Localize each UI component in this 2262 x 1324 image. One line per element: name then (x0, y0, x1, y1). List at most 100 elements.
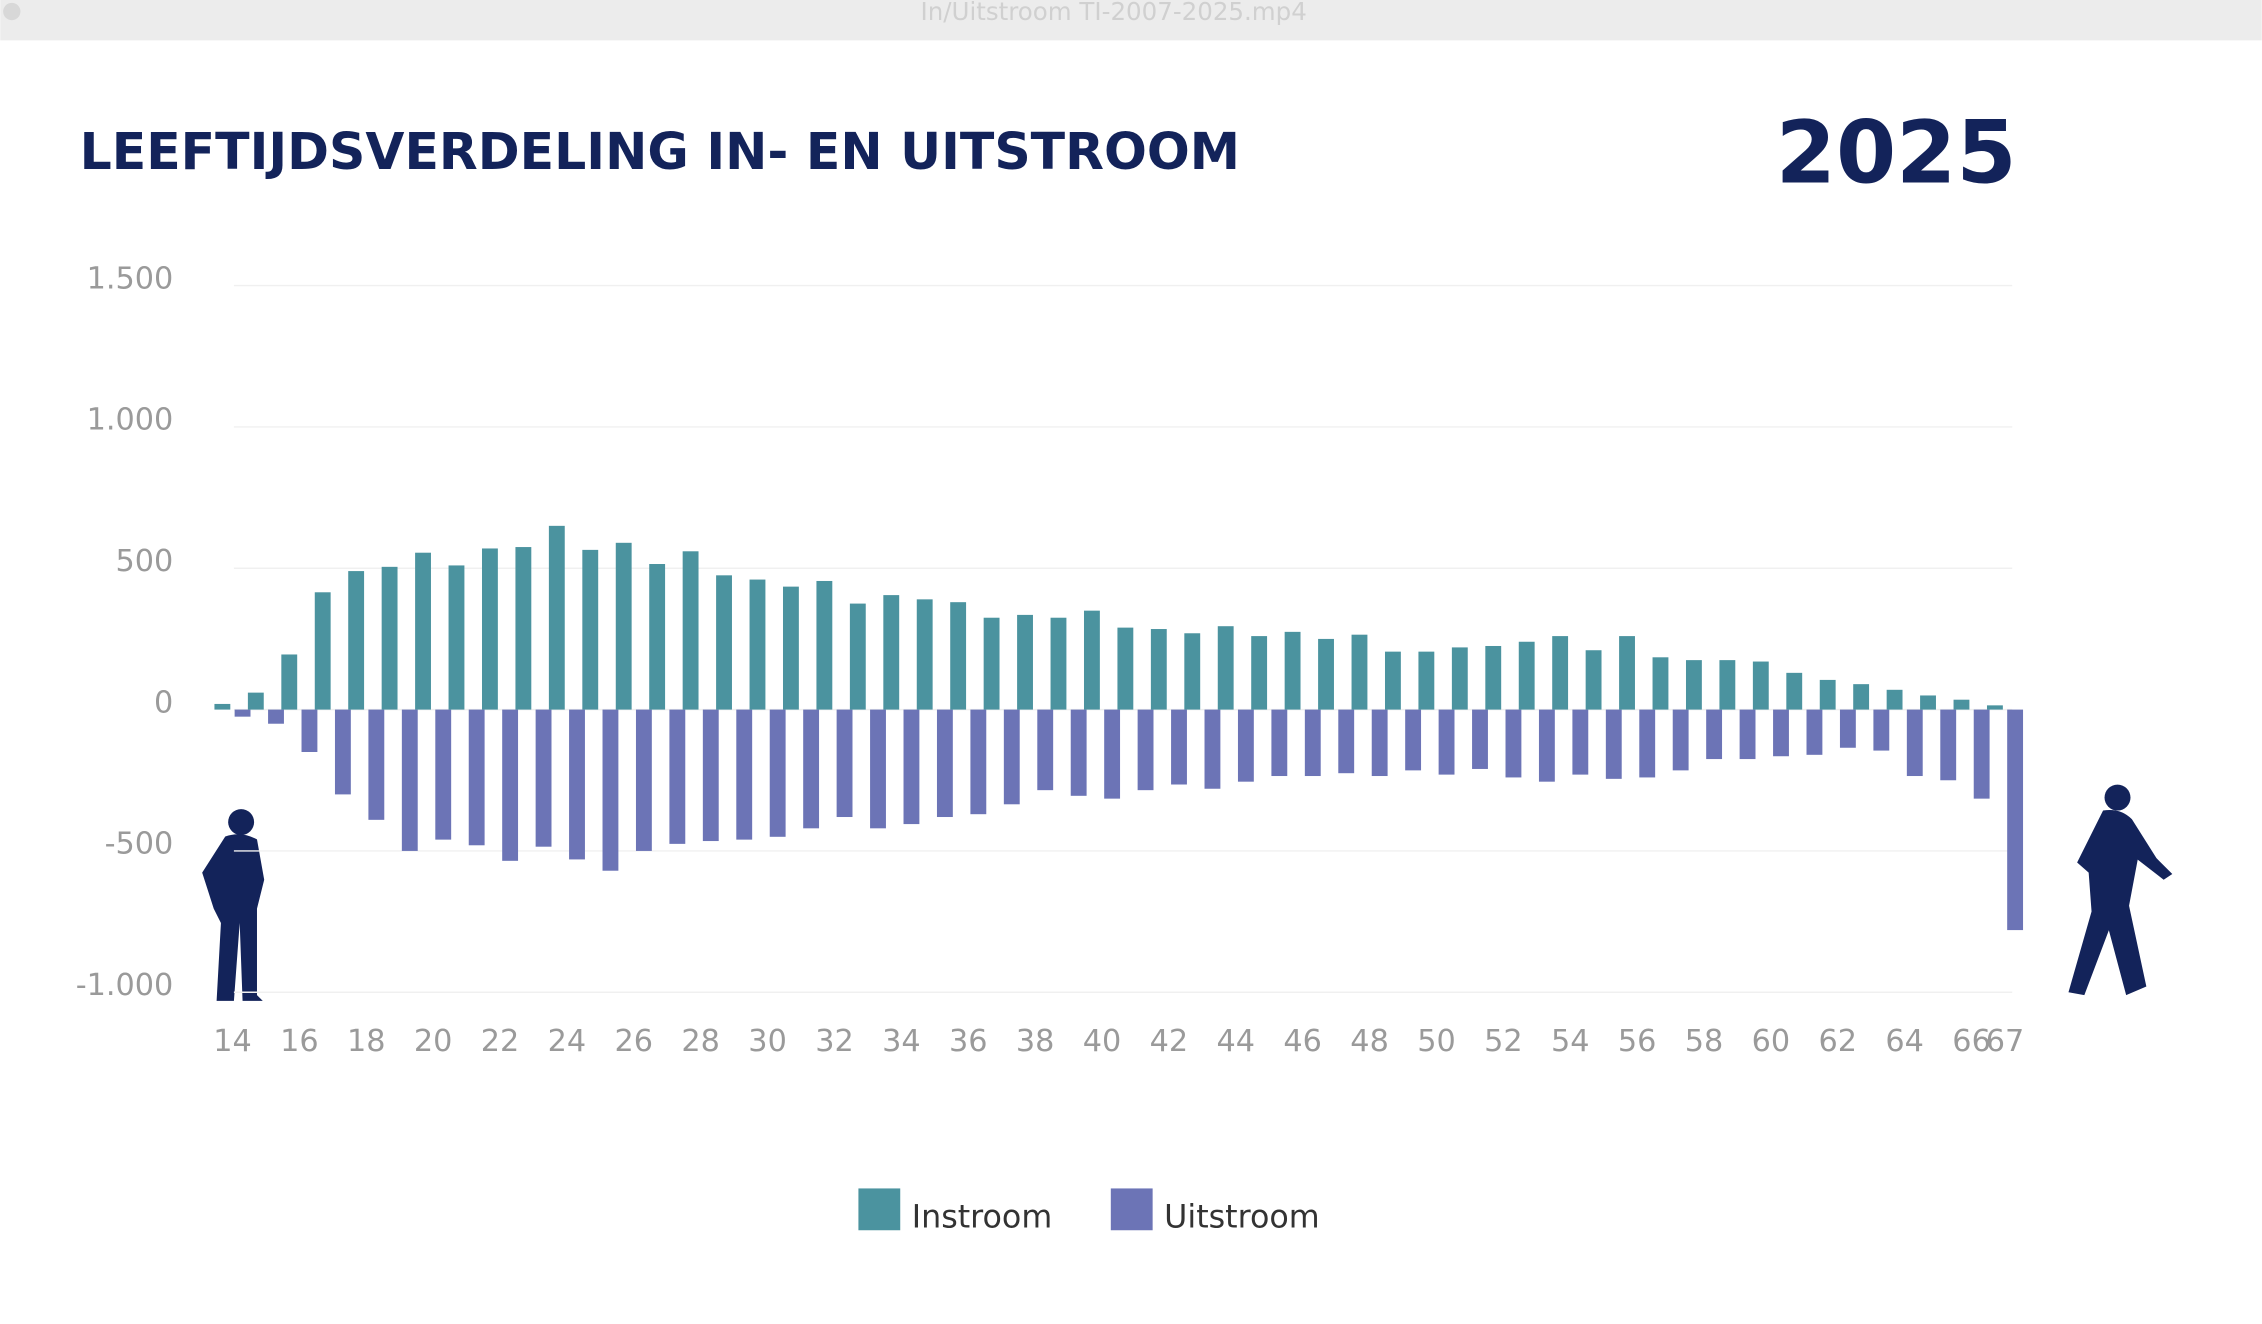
bar (268, 709, 284, 724)
bar (1605, 709, 1622, 779)
bar (334, 709, 351, 795)
x-tick-label: 26 (615, 1024, 654, 1059)
bar (1920, 695, 1936, 710)
bar (1853, 684, 1870, 710)
bar (702, 709, 719, 842)
bar (1037, 709, 1054, 791)
x-tick-label: 42 (1150, 1024, 1189, 1059)
bar (1739, 709, 1756, 760)
legend-swatch (1110, 1188, 1153, 1231)
bar (870, 709, 886, 829)
bar (682, 551, 699, 710)
bar (368, 709, 385, 820)
bar (1217, 626, 1234, 710)
bar (1070, 709, 1087, 796)
bar (1873, 709, 1890, 751)
bar (1672, 709, 1689, 771)
bar (1117, 627, 1134, 710)
bar (736, 709, 753, 840)
bar (936, 709, 953, 818)
bar (816, 580, 833, 710)
bar (281, 654, 298, 710)
bar (247, 692, 264, 710)
bar (234, 709, 251, 717)
bar (1050, 617, 1067, 710)
bar (1652, 657, 1669, 710)
bar (348, 571, 365, 710)
bar (1940, 709, 1957, 781)
x-tick-label: 52 (1484, 1024, 1523, 1059)
bar (1538, 709, 1555, 782)
bar (1886, 689, 1903, 710)
bar (1552, 636, 1569, 710)
bar (1819, 679, 1836, 710)
bar (769, 709, 786, 837)
x-tick-label: 24 (548, 1024, 587, 1059)
bar (1505, 709, 1522, 778)
bar (1706, 709, 1723, 760)
bar (1685, 660, 1702, 710)
bar (1171, 709, 1187, 785)
y-tick-label: -500 (105, 827, 174, 862)
window-button[interactable] (3, 2, 21, 21)
x-tick-label: 58 (1685, 1024, 1724, 1059)
x-tick-label: 18 (347, 1024, 386, 1059)
x-tick-label: 30 (748, 1024, 787, 1059)
chart-title: LEEFTIJDSVERDELING IN- EN UITSTROOM (80, 122, 1240, 181)
x-tick-label: 32 (815, 1024, 854, 1059)
bar (1318, 638, 1334, 710)
person-walking (2068, 784, 2173, 996)
bar (468, 709, 485, 846)
x-tick-label: 38 (1016, 1024, 1055, 1059)
x-tick-label: 46 (1283, 1024, 1322, 1059)
y-tick-label: 0 (154, 685, 173, 720)
bar (1371, 709, 1388, 777)
bar (1518, 641, 1535, 710)
y-tick-label: 500 (116, 544, 174, 579)
bar (1017, 614, 1033, 710)
bar (849, 603, 866, 710)
bar (1083, 610, 1100, 710)
bar (649, 564, 666, 710)
x-tick-label: 60 (1752, 1024, 1791, 1059)
bar (301, 709, 318, 752)
bar (1639, 709, 1656, 778)
x-tick-label: 22 (481, 1024, 520, 1059)
bar (1585, 650, 1602, 710)
bar (435, 709, 452, 840)
x-tick-label: 20 (414, 1024, 453, 1059)
window-title: In/Uitstroom TI-2007-2025.mp4 (921, 0, 1307, 26)
bar (1251, 636, 1268, 710)
x-tick-label: 34 (882, 1024, 921, 1059)
x-tick-label: 50 (1417, 1024, 1456, 1059)
title-bar (0, 0, 2262, 41)
bar (635, 709, 652, 851)
person-standing (202, 809, 265, 1001)
bar (1204, 709, 1221, 789)
bar (1405, 709, 1422, 771)
bar (970, 709, 987, 815)
bar (1806, 709, 1823, 755)
bar (749, 579, 766, 710)
bar (515, 547, 532, 710)
bar (582, 549, 599, 710)
bar (1104, 709, 1121, 799)
bar (1338, 709, 1355, 774)
bar (314, 592, 331, 710)
x-tick-label: 48 (1350, 1024, 1389, 1059)
bar (1786, 672, 1803, 710)
bar (1418, 651, 1435, 710)
bar (916, 599, 933, 710)
year-label: 2025 (1776, 104, 2017, 204)
bar (1472, 709, 1488, 769)
bar (1284, 631, 1301, 710)
bar (1271, 709, 1288, 777)
bar (1572, 709, 1589, 775)
bar (1906, 709, 1923, 777)
bar (950, 602, 967, 710)
x-tick-label: 44 (1217, 1024, 1256, 1059)
legend-label: Instroom (912, 1200, 1052, 1236)
bar (803, 709, 820, 829)
bar (1384, 651, 1401, 710)
